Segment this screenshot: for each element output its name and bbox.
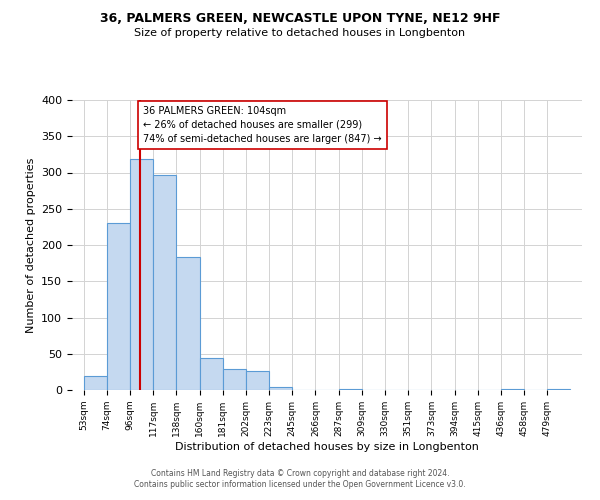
Bar (223, 369, 246, 390)
Bar (130, 160, 153, 390)
Bar (153, 174, 176, 390)
Text: Contains public sector information licensed under the Open Government Licence v3: Contains public sector information licen… (134, 480, 466, 489)
Bar (199, 358, 223, 390)
Bar (501, 388, 524, 390)
Text: 36, PALMERS GREEN, NEWCASTLE UPON TYNE, NE12 9HF: 36, PALMERS GREEN, NEWCASTLE UPON TYNE, … (100, 12, 500, 26)
Y-axis label: Number of detached properties: Number of detached properties (26, 158, 35, 332)
Text: 36 PALMERS GREEN: 104sqm
← 26% of detached houses are smaller (299)
74% of semi-: 36 PALMERS GREEN: 104sqm ← 26% of detach… (143, 106, 382, 144)
Text: Size of property relative to detached houses in Longbenton: Size of property relative to detached ho… (134, 28, 466, 38)
Bar (83, 376, 107, 390)
X-axis label: Distribution of detached houses by size in Longbenton: Distribution of detached houses by size … (175, 442, 479, 452)
Bar (107, 223, 130, 390)
Bar (246, 371, 269, 390)
Bar (269, 387, 292, 390)
Bar (176, 256, 199, 390)
Text: Contains HM Land Registry data © Crown copyright and database right 2024.: Contains HM Land Registry data © Crown c… (151, 468, 449, 477)
